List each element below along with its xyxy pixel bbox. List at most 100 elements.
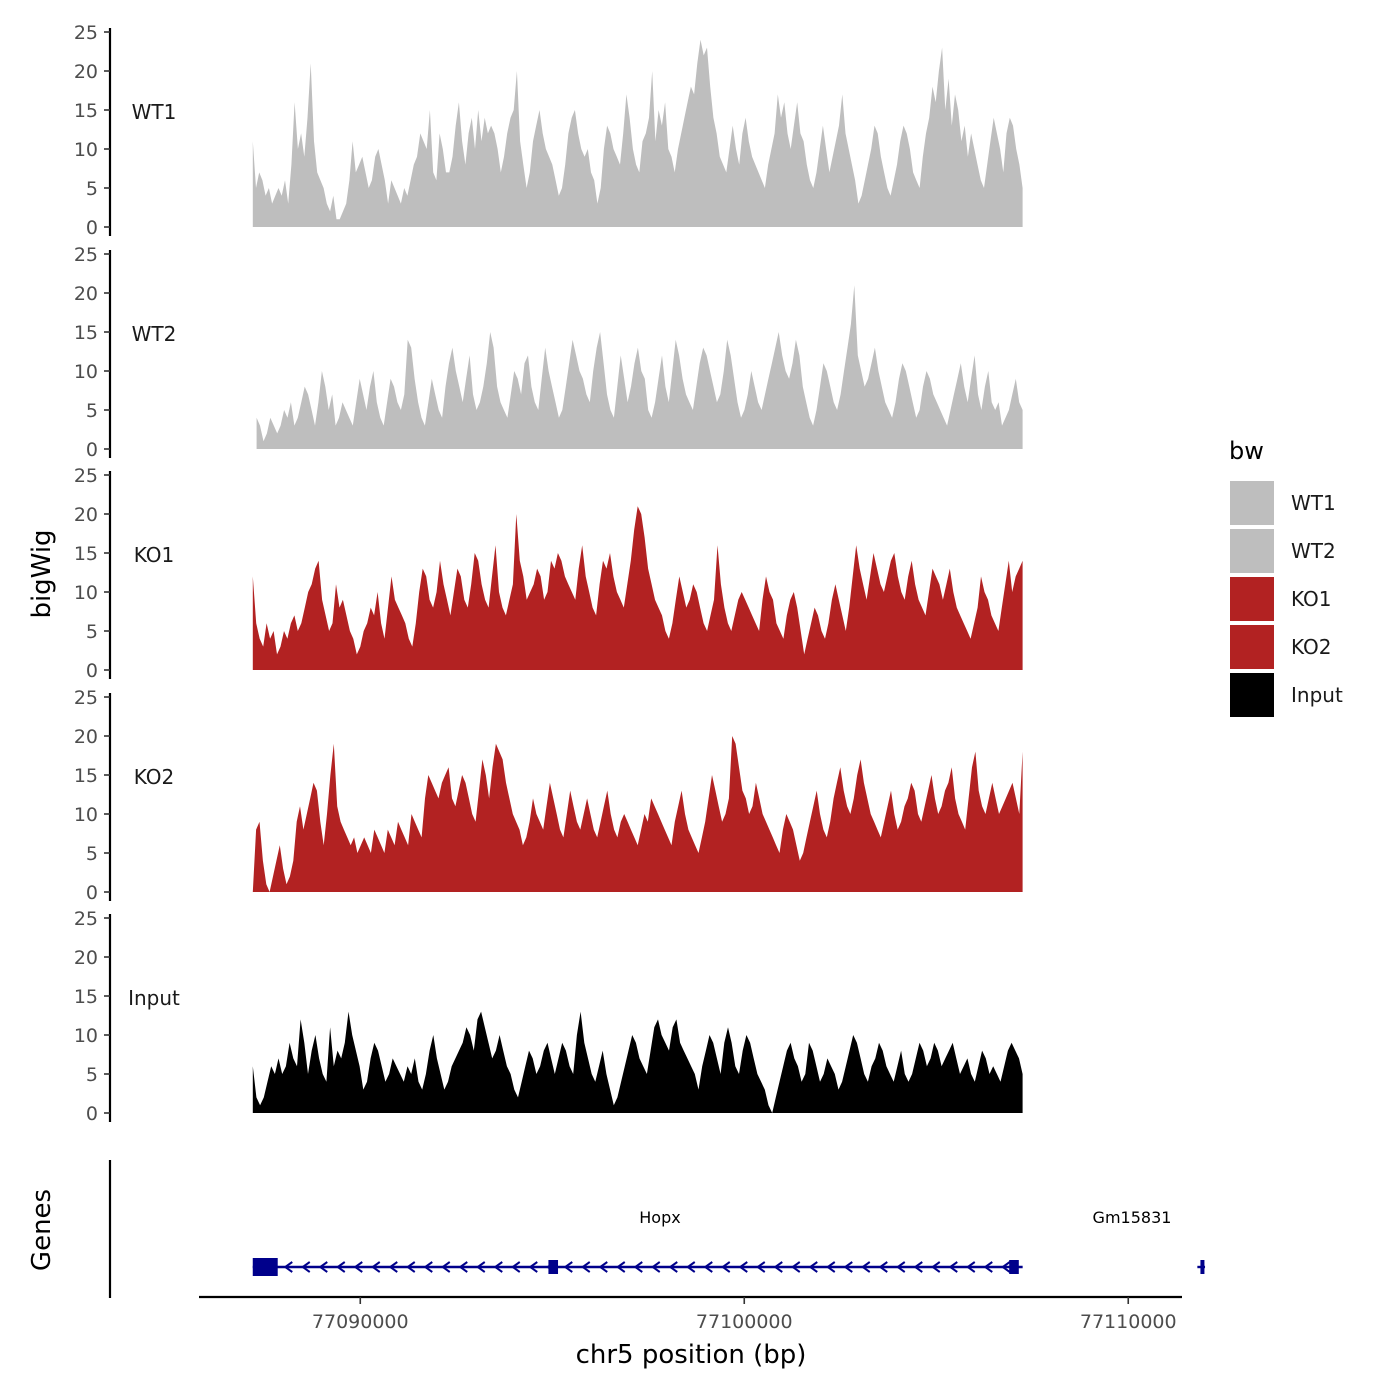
exon-block xyxy=(548,1260,559,1274)
track-ko2: 0 5 10 15 20 25 KO2 xyxy=(74,687,1023,904)
exon-block xyxy=(252,1258,278,1276)
strand-chevron xyxy=(388,1261,398,1273)
track-wt1: 0 5 10 15 20 25 WT1 xyxy=(74,22,1023,239)
genes-axis-title: Genes xyxy=(27,1189,57,1271)
strand-chevron xyxy=(651,1261,661,1273)
y-tick-label: 25 xyxy=(74,22,98,44)
y-axis-title: bigWig xyxy=(27,529,57,618)
gene-label-hopx: Hopx xyxy=(639,1208,680,1227)
strand-chevron xyxy=(826,1261,836,1273)
strand-chevron xyxy=(738,1261,748,1273)
track-input: 0 5 10 15 20 25 Input xyxy=(74,908,1023,1125)
strand-chevron xyxy=(476,1261,486,1273)
legend-item-ko2: KO2 xyxy=(1228,623,1332,671)
exon-block xyxy=(1009,1260,1019,1274)
strand-chevron xyxy=(756,1261,766,1273)
strand-chevron xyxy=(843,1261,853,1273)
legend-label: Input xyxy=(1291,683,1343,707)
y-tick-label: 0 xyxy=(86,882,98,904)
legend-label: KO2 xyxy=(1291,635,1332,659)
y-tick-label: 20 xyxy=(74,283,98,305)
strand-chevron xyxy=(896,1261,906,1273)
strand-chevron xyxy=(983,1261,993,1273)
x-tick-label: 77090000 xyxy=(312,1311,409,1333)
y-tick-label: 0 xyxy=(86,660,98,682)
track-label-wt2: WT2 xyxy=(132,322,177,346)
track-label-ko1: KO1 xyxy=(134,543,175,567)
y-tick-label: 5 xyxy=(86,1064,98,1086)
exon-block xyxy=(1200,1260,1205,1274)
y-tick-label: 10 xyxy=(74,361,98,383)
strand-chevron xyxy=(353,1261,363,1273)
track-label-ko2: KO2 xyxy=(134,765,175,789)
strand-chevron xyxy=(773,1261,783,1273)
strand-chevron xyxy=(458,1261,468,1273)
strand-chevron xyxy=(948,1261,958,1273)
legend-swatch xyxy=(1228,623,1276,671)
strand-chevron xyxy=(493,1261,503,1273)
strand-chevron xyxy=(808,1261,818,1273)
y-tick-label: 25 xyxy=(74,465,98,487)
gene-label-gm15831: Gm15831 xyxy=(1093,1208,1172,1227)
y-tick-label: 5 xyxy=(86,843,98,865)
coverage-area-input xyxy=(252,1011,1023,1113)
strand-chevron xyxy=(633,1261,643,1273)
strand-chevron xyxy=(511,1261,521,1273)
strand-chevron xyxy=(283,1261,293,1273)
legend-title: bw xyxy=(1229,437,1264,465)
x-axis: 77090000 77100000 77110000 xyxy=(199,1295,1182,1333)
coverage-tracks: 0510152025WT10510152025WT20510152025KO10… xyxy=(74,22,1023,1125)
y-tick-label: 20 xyxy=(74,504,98,526)
coverage-area-wt2 xyxy=(256,285,1023,449)
strand-chevron xyxy=(878,1261,888,1273)
y-tick-label: 15 xyxy=(74,986,98,1008)
y-tick-label: 15 xyxy=(74,765,98,787)
y-tick-label: 15 xyxy=(74,100,98,122)
strand-chevron xyxy=(406,1261,416,1273)
legend-label: WT2 xyxy=(1291,539,1336,563)
legend-swatch xyxy=(1228,479,1276,527)
track-label-input: Input xyxy=(128,986,180,1010)
legend-swatch xyxy=(1228,671,1276,719)
y-tick-label: 10 xyxy=(74,139,98,161)
legend-label: WT1 xyxy=(1291,491,1336,515)
strand-chevron xyxy=(686,1261,696,1273)
x-axis-title: chr5 position (bp) xyxy=(576,1340,807,1370)
x-tick-label: 77100000 xyxy=(696,1311,793,1333)
gene-track: Hopx Gm15831 xyxy=(108,1160,1206,1298)
strand-chevron xyxy=(318,1261,328,1273)
strand-chevron xyxy=(528,1261,538,1273)
strand-chevron xyxy=(913,1261,923,1273)
strand-chevron xyxy=(721,1261,731,1273)
track-wt2: 0 5 10 15 20 25 WT2 xyxy=(74,244,1023,461)
y-tick-label: 20 xyxy=(74,947,98,969)
y-tick-label: 5 xyxy=(86,400,98,422)
coverage-area-ko2 xyxy=(252,736,1023,892)
strand-chevron xyxy=(423,1261,433,1273)
y-tick-label: 10 xyxy=(74,1025,98,1047)
strand-chevron xyxy=(1001,1261,1011,1273)
gene-hopx: Hopx xyxy=(252,1208,1023,1276)
strand-chevron xyxy=(301,1261,311,1273)
y-tick-label: 0 xyxy=(86,217,98,239)
strand-chevron xyxy=(598,1261,608,1273)
strand-chevron xyxy=(336,1261,346,1273)
legend-item-wt2: WT2 xyxy=(1228,527,1336,575)
legend-swatch xyxy=(1228,575,1276,623)
legend-item-ko1: KO1 xyxy=(1228,575,1332,623)
legend: bw WT1 WT2 KO1 KO2 Input xyxy=(1228,437,1343,719)
y-tick-label: 0 xyxy=(86,439,98,461)
strand-chevron xyxy=(616,1261,626,1273)
y-tick-label: 25 xyxy=(74,908,98,930)
y-tick-label: 0 xyxy=(86,1103,98,1125)
y-tick-label: 25 xyxy=(74,687,98,709)
track-ko1: 0 5 10 15 20 25 KO1 xyxy=(74,465,1023,682)
legend-swatch xyxy=(1228,527,1276,575)
coverage-area-ko1 xyxy=(252,506,1023,670)
strand-chevron xyxy=(861,1261,871,1273)
strand-chevron xyxy=(581,1261,591,1273)
y-tick-label: 20 xyxy=(74,61,98,83)
strand-chevron xyxy=(371,1261,381,1273)
legend-label: KO1 xyxy=(1291,587,1332,611)
